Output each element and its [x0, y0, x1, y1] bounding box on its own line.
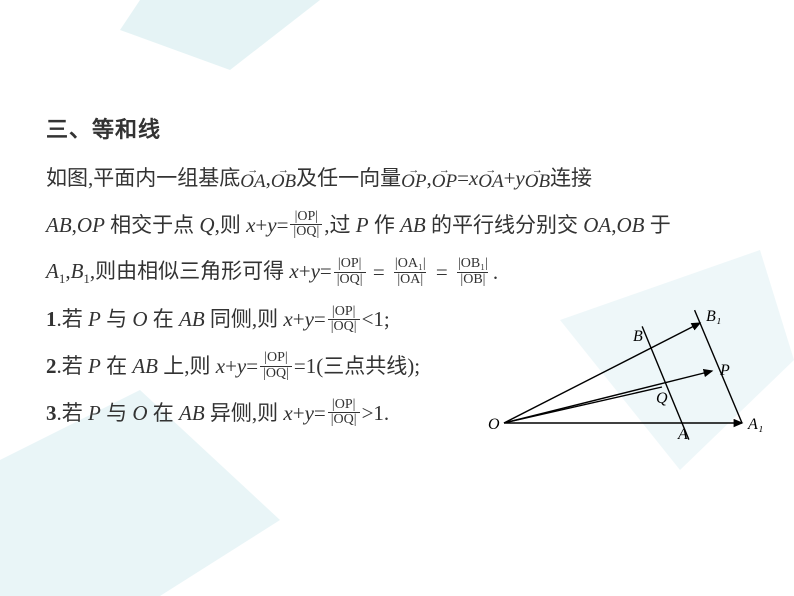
equals: = [368, 256, 390, 289]
fraction: |OP||OQ| [260, 351, 292, 381]
svg-text:B₁: B₁ [706, 308, 721, 325]
item-number: 2 [46, 350, 57, 383]
svg-text:Q: Q [656, 390, 668, 407]
text: >1. [362, 397, 390, 430]
svg-text:A₁: A₁ [747, 416, 763, 433]
intro-line-2: AB,OP 相交于点 Q,则 x+y= |OP| |OQ| ,过 P 作 AB … [46, 209, 746, 242]
fraction: |OA₁||OA| [392, 257, 429, 287]
item-number: 1 [46, 303, 57, 336]
vector-OB: →OB [271, 167, 296, 190]
item-number: 3 [46, 397, 57, 430]
fraction: |OB₁||OB| [455, 257, 491, 287]
fraction: |OP||OQ| [334, 257, 366, 287]
text: <1; [362, 303, 390, 336]
vector-OP: →OP [401, 167, 426, 190]
fraction: |OP||OQ| [328, 305, 360, 335]
geometry-diagram: O A A₁ B B₁ Q P [484, 305, 764, 450]
section-title: 三、等和线 [46, 112, 746, 144]
equals: = [431, 256, 453, 289]
vector-OA: →OA [240, 167, 265, 190]
intro-line-1: 如图,平面内一组基底 →OA , →OB 及任一向量 →OP , →OP = x… [46, 162, 746, 195]
vector-OA: →OA [478, 167, 503, 190]
svg-text:B: B [633, 328, 643, 345]
svg-text:O: O [488, 416, 500, 433]
text: =1(三点共线); [294, 350, 420, 383]
intro-line-3: A1,B1,则由相似三角形可得 x+y= |OP||OQ| = |OA₁||OA… [46, 255, 746, 289]
svg-text:P: P [719, 362, 730, 379]
vector-OB: →OB [525, 167, 550, 190]
var-y: y [515, 162, 524, 195]
fraction: |OP| |OQ| [290, 210, 322, 240]
vector-OP: →OP [432, 167, 457, 190]
text: 如图,平面内一组基底 [46, 162, 240, 195]
svg-text:A: A [677, 426, 688, 443]
fraction: |OP||OQ| [328, 398, 360, 428]
var-x: x [469, 162, 478, 195]
text: 连接 [550, 162, 592, 195]
text: 及任一向量 [296, 162, 401, 195]
